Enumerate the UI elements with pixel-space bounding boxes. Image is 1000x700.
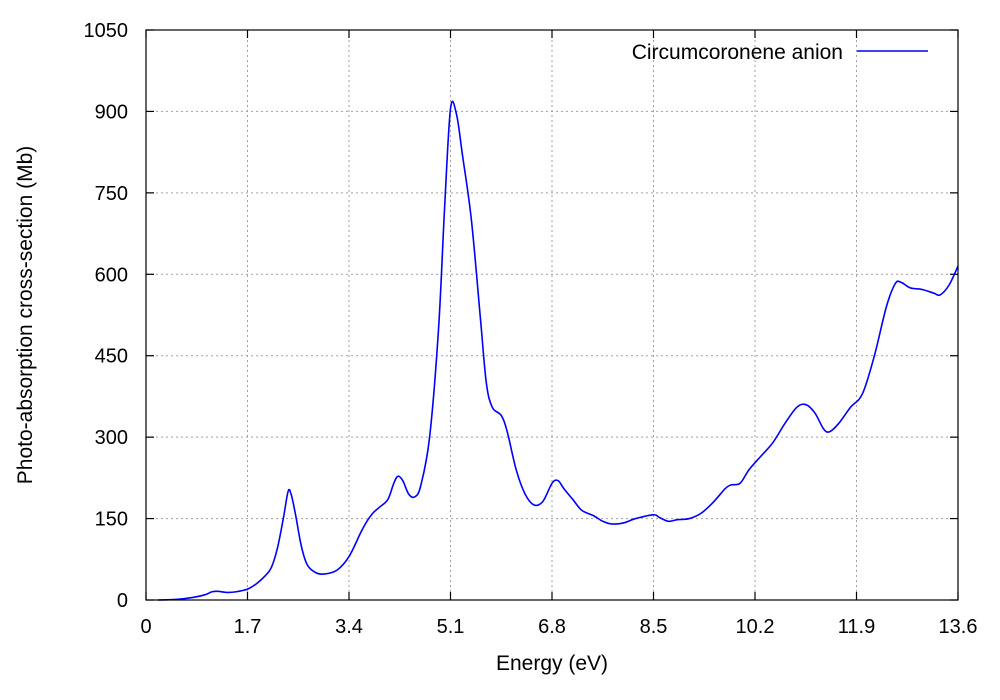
x-tick-labels: 0 1.7 3.4 5.1 6.8 8.5 10.2 11.9 13.6 xyxy=(140,616,977,638)
x-tick-label: 3.4 xyxy=(335,616,363,638)
y-tick-label: 300 xyxy=(95,427,128,449)
y-tick-label: 600 xyxy=(95,264,128,286)
y-tick-label: 750 xyxy=(95,183,128,205)
x-tick-label: 0 xyxy=(140,616,151,638)
x-tick-label: 5.1 xyxy=(437,616,465,638)
x-tick-label: 10.2 xyxy=(736,616,775,638)
plot-frame xyxy=(145,29,959,601)
y-axis-title: Photo-absorption cross-section (Mb) xyxy=(14,146,37,484)
series-line-circumcoronene-anion xyxy=(157,100,959,601)
x-tick-label: 6.8 xyxy=(538,616,566,638)
y-tick-label: 450 xyxy=(95,346,128,368)
x-tick-label: 1.7 xyxy=(234,616,262,638)
y-tick-label: 0 xyxy=(117,590,128,612)
y-tick-labels: 0 150 300 450 600 750 900 1050 xyxy=(84,20,129,612)
legend: Circumcoronene anion xyxy=(632,41,928,64)
y-tick-label: 150 xyxy=(95,509,128,531)
grid-lines xyxy=(146,30,958,600)
x-tick-label: 13.6 xyxy=(939,616,978,638)
x-axis-title: Energy (eV) xyxy=(496,652,608,675)
x-tick-label: 11.9 xyxy=(838,616,875,638)
y-tick-label: 900 xyxy=(95,101,128,123)
x-tick-label: 8.5 xyxy=(640,616,668,638)
y-tick-label: 1050 xyxy=(84,20,129,42)
legend-label: Circumcoronene anion xyxy=(632,41,843,64)
